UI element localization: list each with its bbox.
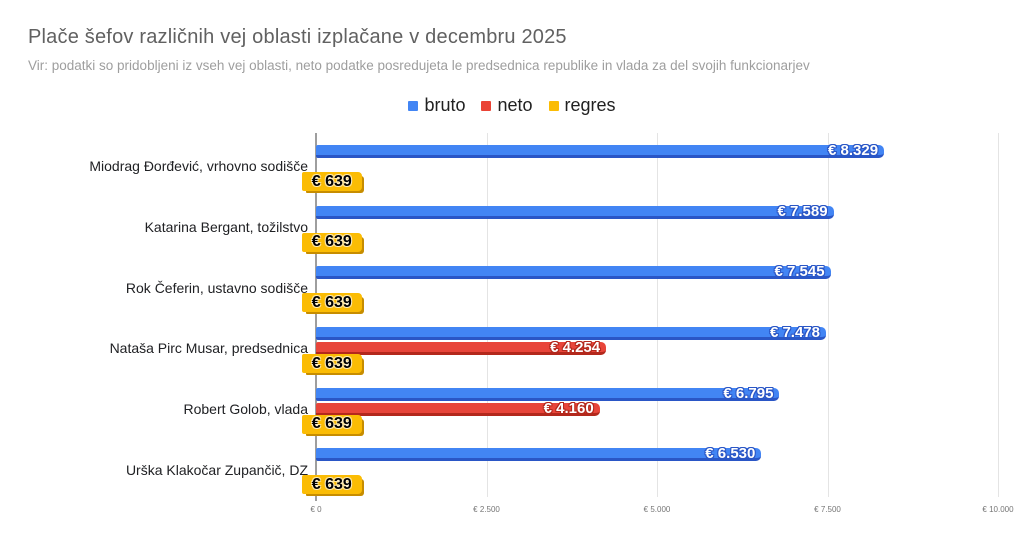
legend-label: bruto (424, 95, 466, 115)
bruto-slot: € 7.478 (316, 324, 998, 341)
gridline (998, 133, 999, 497)
x-tick-label: € 7.500 (814, 505, 841, 514)
bruto-value-label: € 7.589 (777, 202, 828, 220)
neto-legend-swatch-icon (481, 100, 492, 111)
legend-item-bruto: bruto (408, 95, 465, 116)
regres-bar: € 639 (302, 475, 362, 495)
legend-item-neto: neto (481, 95, 533, 116)
x-tick-label: € 5.000 (643, 505, 671, 514)
bruto-value-label: € 6.795 (723, 384, 774, 402)
bar-stack: € 8.329 € 639 (302, 133, 998, 191)
chart-title: Plače šefov različnih vej oblasti izplač… (28, 26, 567, 48)
bruto-value-label: € 6.530 (705, 445, 756, 463)
x-tick-label: € 10.000 (982, 505, 1014, 514)
bar-row: Katarina Bergant, tožilstvo € 7.589 € 639 (145, 194, 998, 255)
legend-label: regres (564, 95, 616, 115)
bar-stack: € 6.795 € 4.160 € 639 (302, 376, 998, 434)
bruto-slot: € 7.589 (316, 202, 998, 220)
bar-stack: € 7.545 € 639 (302, 254, 998, 313)
category-label: Nataša Pirc Musar, predsednica (109, 340, 308, 357)
bruto-bar: € 8.329 (316, 142, 885, 159)
bar-stack: € 7.589 € 639 (302, 194, 998, 252)
neto-value-label: € 4.254 (550, 339, 601, 356)
category-label: Katarina Bergant, tožilstvo (144, 218, 308, 235)
regres-slot: € 639 (302, 232, 998, 252)
bar-row: Miodrag Đorđević, vrhovno sodišče € 8.329… (89, 133, 998, 194)
neto-bar: € 4.160 (316, 399, 600, 417)
regres-legend-swatch-icon (548, 100, 559, 111)
x-tick-label: € 0 (310, 505, 322, 514)
category-label: Miodrag Đorđević, vrhovno sodišče (89, 158, 308, 175)
category-label: Robert Golob, vlada (183, 400, 308, 417)
neto-slot: € 4.254 (316, 339, 998, 356)
legend-item-regres: regres (548, 95, 616, 116)
bruto-bar: € 7.589 (316, 202, 834, 220)
bruto-slot: € 8.329 (316, 142, 998, 159)
regres-bar: € 639 (302, 354, 362, 373)
regres-slot: € 639 (302, 172, 998, 191)
bar-stack: € 7.478 € 4.254 € 639 (302, 315, 998, 373)
bruto-slot: € 6.795 (316, 384, 998, 402)
x-tick-label: € 2.500 (473, 505, 500, 514)
bruto-value-label: € 8.329 (827, 142, 879, 159)
y-axis-line (315, 133, 317, 501)
regres-slot: € 639 (302, 414, 998, 434)
neto-value-label: € 4.160 (543, 399, 594, 417)
regres-slot: € 639 (302, 354, 998, 373)
neto-slot: € 4.160 (316, 399, 998, 417)
bruto-bar: € 7.545 (316, 263, 831, 281)
category-label: Urška Klakočar Zupančič, DZ (125, 461, 308, 478)
regres-bar: € 639 (302, 293, 362, 313)
bar-row: Rok Čeferin, ustavno sodišče € 7.545 € 639 (126, 254, 998, 315)
gridline (486, 133, 488, 497)
bruto-legend-swatch-icon (408, 100, 419, 111)
bruto-bar: € 6.530 (316, 445, 762, 463)
regres-bar: € 639 (302, 232, 362, 252)
neto-bar: € 4.254 (316, 339, 607, 356)
legend: bruto neto regres (0, 95, 1024, 116)
plot-area: € 0 € 2.500 € 5.000 € 7.500 € 10.000 Miodrag … (89, 133, 1014, 514)
chart-subtitle: Vir: podatki so pridobljeni iz vseh vej … (28, 58, 810, 73)
gridline (827, 133, 829, 497)
legend-label: neto (497, 95, 533, 115)
category-label: Rok Čeferin, ustavno sodišče (125, 279, 308, 296)
bar-row: Urška Klakočar Zupančič, DZ € 6.530 € 639 (126, 436, 998, 497)
bruto-value-label: € 7.545 (774, 263, 825, 281)
bruto-bar: € 6.795 (316, 384, 780, 402)
bar-stack: € 6.530 € 639 (302, 436, 998, 495)
bruto-bar: € 7.478 (316, 324, 826, 341)
bar-row: Robert Golob, vlada € 6.795 € 4.160 € 639 (183, 376, 998, 437)
bruto-value-label: € 7.478 (769, 324, 820, 341)
bar-row: Nataša Pirc Musar, predsednica € 7.478 € 4… (110, 315, 998, 376)
bruto-slot: € 7.545 (316, 263, 998, 281)
regres-slot: € 639 (302, 293, 998, 313)
regres-bar: € 639 (302, 414, 362, 434)
gridline (657, 133, 658, 497)
bruto-slot: € 6.530 (316, 445, 998, 463)
regres-slot: € 639 (302, 475, 998, 495)
regres-bar: € 639 (302, 172, 362, 191)
